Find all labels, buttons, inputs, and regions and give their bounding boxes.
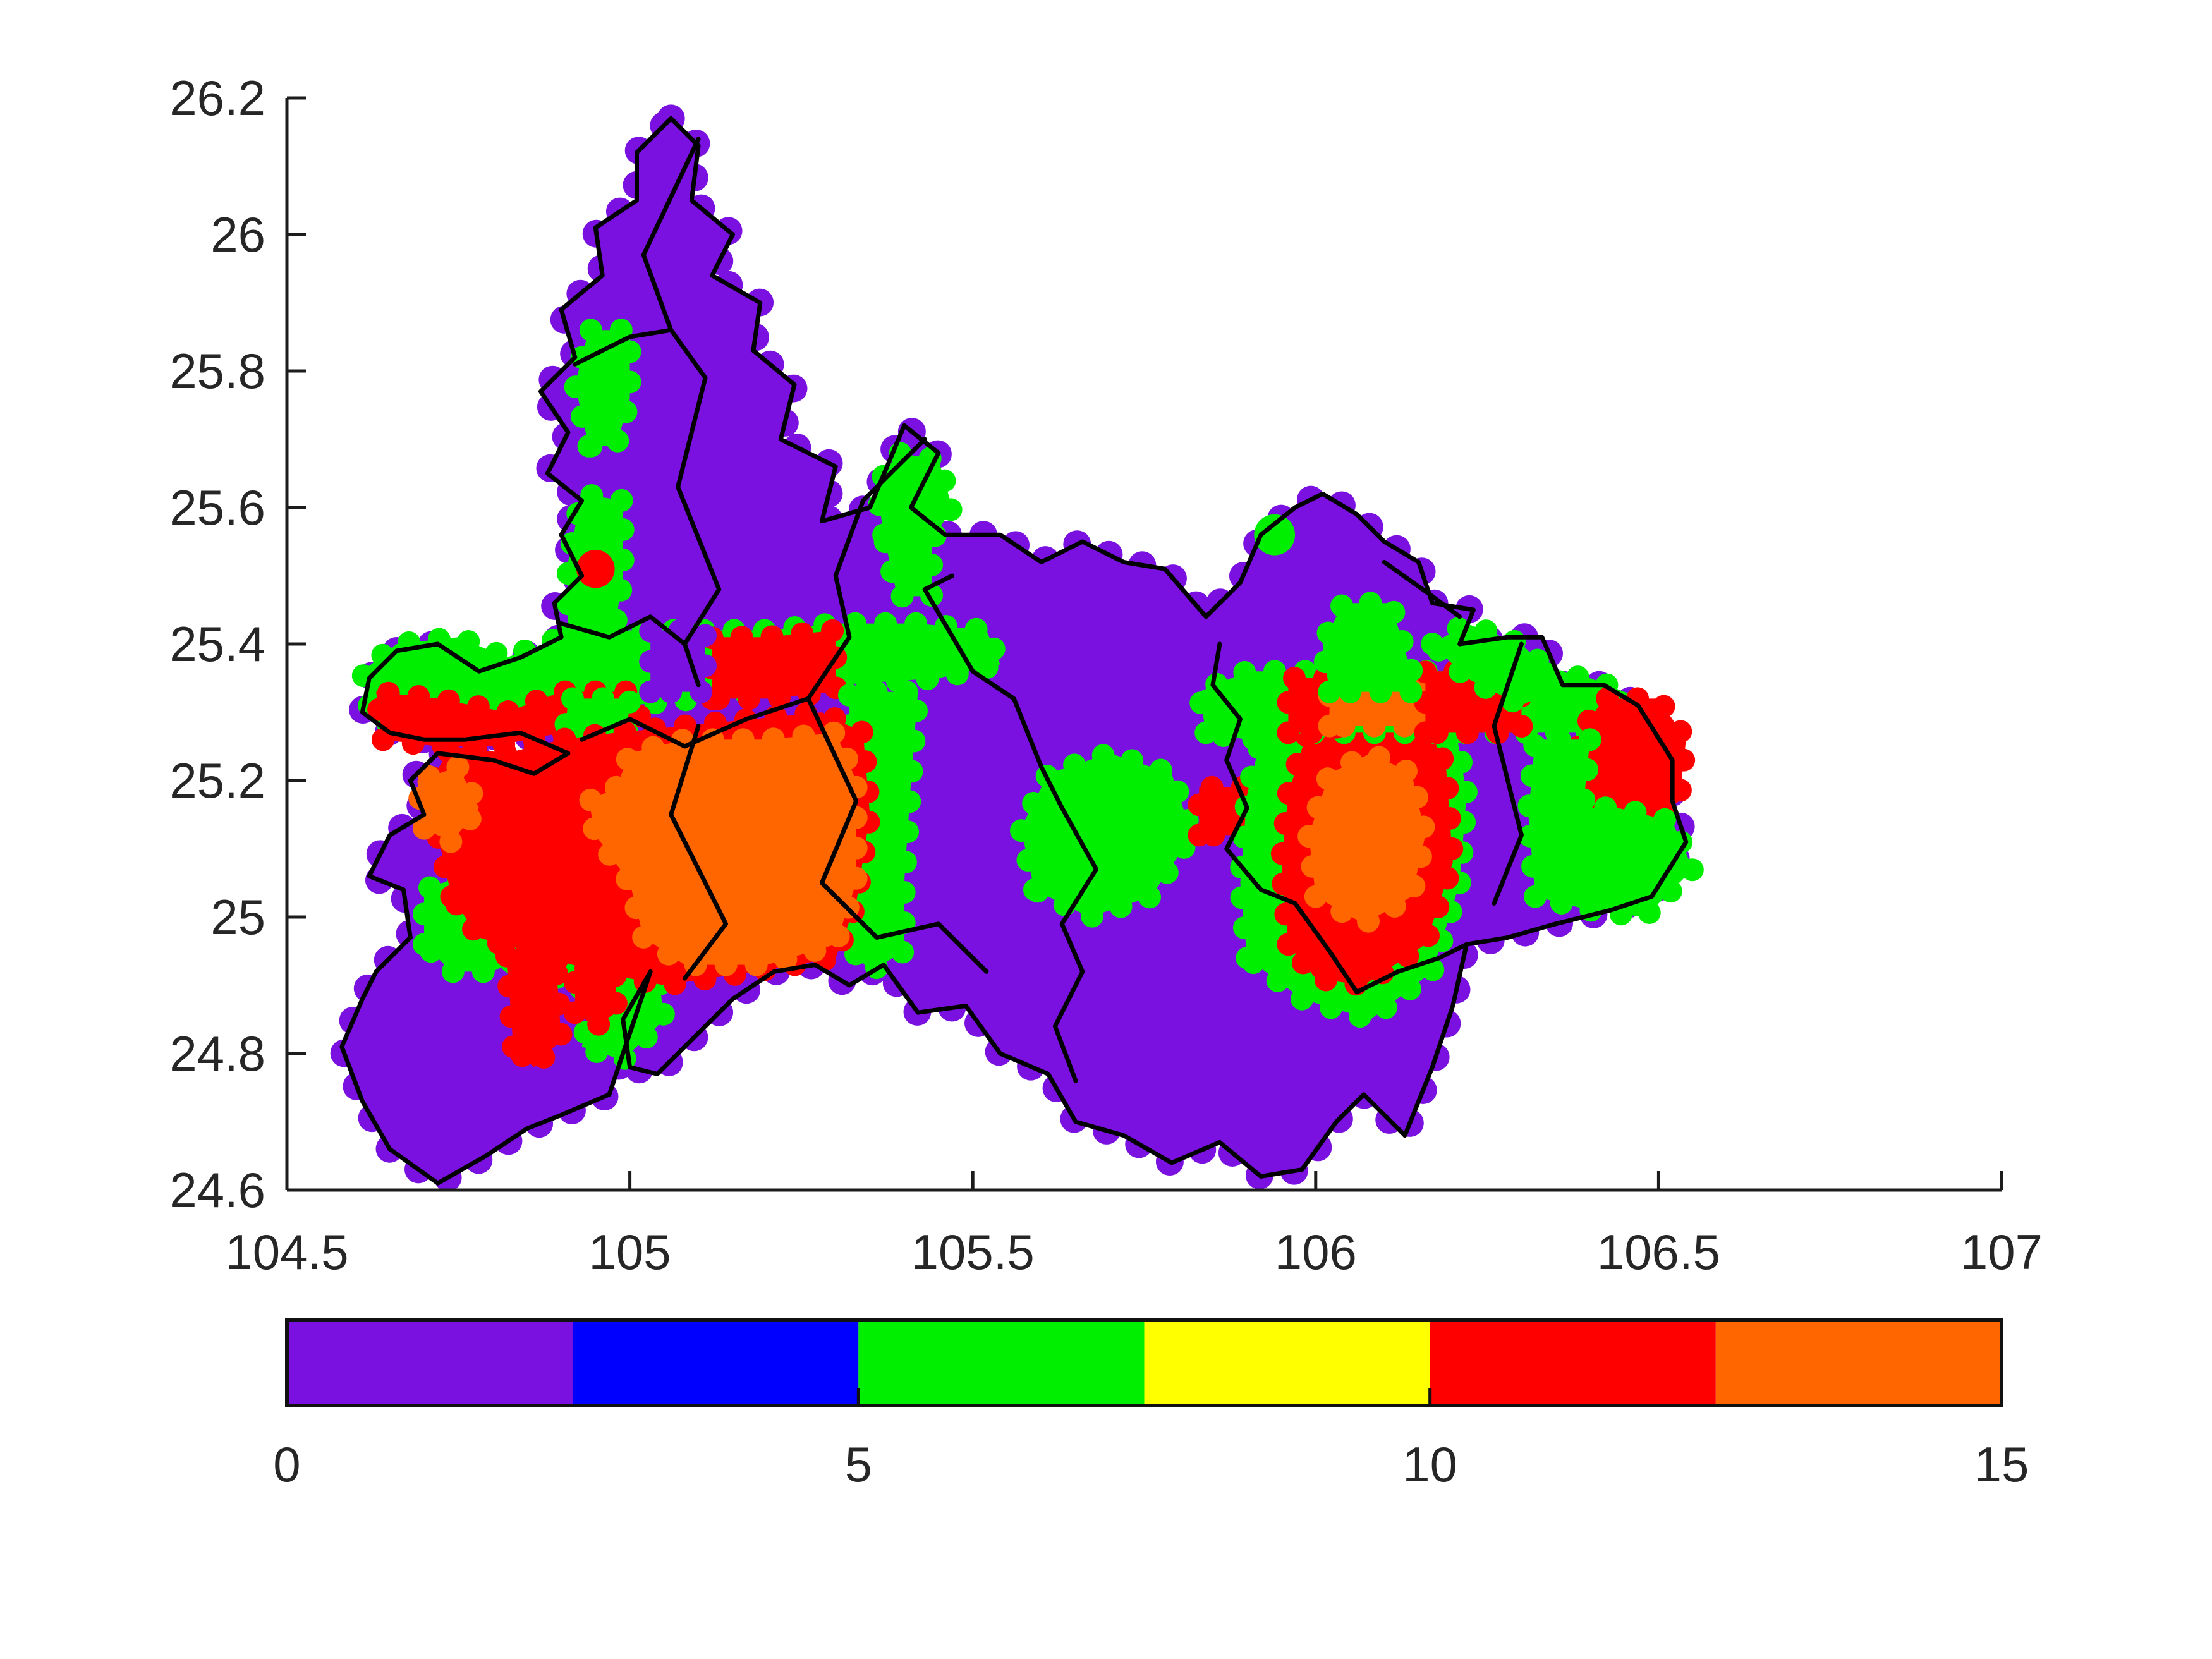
x-tick-label: 107 <box>1960 1224 2043 1280</box>
county-boundary-6 <box>922 573 1098 1083</box>
map-spot-green-spot-ne <box>1254 514 1296 556</box>
county-boundary-5 <box>806 696 989 974</box>
colorbar-segment-4 <box>1144 1320 1430 1406</box>
x-tick-label: 106 <box>1275 1224 1357 1280</box>
y-tick-label: 25.4 <box>169 616 265 672</box>
map-spot-red-spot-strip <box>576 549 615 588</box>
colorbar-tick-label: 0 <box>273 1437 300 1492</box>
y-tick-label: 26.2 <box>169 70 265 126</box>
y-tick-label: 26 <box>210 207 265 262</box>
county-boundary-9 <box>669 724 728 981</box>
y-tick-label: 25.2 <box>169 753 265 808</box>
colorbar-segment-1 <box>287 1320 573 1406</box>
colorbar-segment-6 <box>1715 1320 2002 1406</box>
county-boundary-11 <box>1382 559 1462 619</box>
map-patch-orange-core-west <box>577 721 868 976</box>
map-patch-orange-spot-arm <box>406 755 490 854</box>
county-boundary-7 <box>1210 641 1469 995</box>
y-tick-label: 24.8 <box>169 1026 265 1081</box>
x-tick-label: 105 <box>589 1224 671 1280</box>
map-layer <box>327 104 1705 1198</box>
prefecture-outline <box>339 116 1689 1186</box>
map-patch-red-finger-1 <box>495 926 573 1079</box>
map-patch-green-col-east <box>1517 728 1705 928</box>
map-patch-green-strip-nelobe <box>1311 592 1430 703</box>
y-tick-label: 24.6 <box>169 1162 265 1218</box>
map-patch-green-cluster-center <box>1009 741 1204 928</box>
county-boundary-10 <box>559 614 687 647</box>
county-boundary-2 <box>573 327 674 367</box>
colorbar-tick-label: 10 <box>1402 1437 1457 1492</box>
map-patch-orange-core-east <box>1297 741 1437 935</box>
county-boundary-3 <box>806 437 927 701</box>
axes-layer: 24.6 24.8 25 25.2 25.4 25.6 25.8 26 26.2 104.5 105… <box>169 70 2043 1280</box>
county-boundary-8 <box>1492 641 1524 906</box>
y-tick-label: 25.6 <box>169 480 265 535</box>
colorbar-tick-label: 15 <box>1974 1437 2029 1492</box>
map-patch-purple-band-gap <box>639 619 717 703</box>
x-tick-label: 106.5 <box>1597 1224 1720 1280</box>
y-tick-label: 25 <box>210 889 265 945</box>
y-tick-label: 25.8 <box>169 343 265 399</box>
colorbar-tick-label: 5 <box>845 1437 872 1492</box>
x-tick-label: 105.5 <box>911 1224 1035 1280</box>
county-boundary-1 <box>641 137 722 688</box>
colorbar-segment-5 <box>1430 1320 1716 1406</box>
colorbar: 0 5 10 15 <box>273 1318 2029 1492</box>
colorbar-segment-3 <box>858 1320 1145 1406</box>
county-boundary-4 <box>580 696 811 749</box>
x-tick-label: 104.5 <box>225 1224 348 1280</box>
colorbar-border <box>285 1318 2003 1407</box>
map-patch-red-finger-2 <box>563 926 628 1038</box>
colorbar-segment-2 <box>573 1320 859 1406</box>
